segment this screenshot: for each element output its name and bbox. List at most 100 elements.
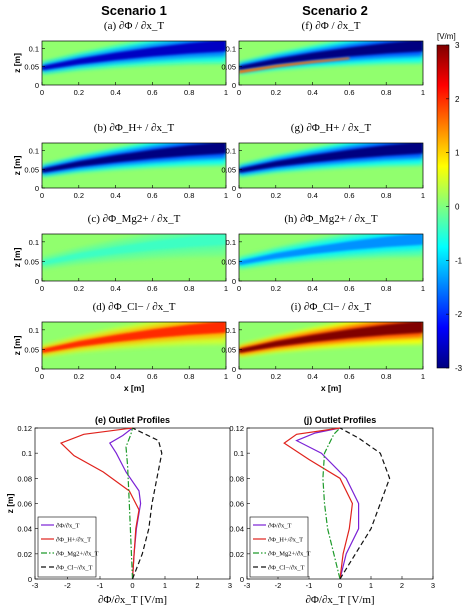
- plume-core: [239, 234, 423, 265]
- y-tick-label: 0.05: [24, 345, 39, 354]
- colorbar-tick-label: -3: [455, 364, 463, 373]
- plume-core: [239, 322, 423, 353]
- x-tick-label: 1: [163, 581, 167, 590]
- x-tick-label: 0.6: [147, 284, 157, 293]
- panel-title: (h) ∂Φ_Mg2+ / ∂x_T: [284, 213, 378, 225]
- x-tick-label: 2: [400, 581, 404, 590]
- y-tick-label: 0: [35, 277, 39, 286]
- x-tick-label: 0.8: [381, 88, 391, 97]
- panel-title: (i) ∂Φ_Cl− / ∂x_T: [291, 301, 372, 313]
- y-axis-label: z [m]: [5, 493, 15, 513]
- y-tick-label: 0.05: [221, 257, 236, 266]
- colorbar: [V/m] 3 2 1 0 -1 -2 -3: [436, 32, 463, 373]
- x-tick-label: 0.2: [271, 88, 281, 97]
- x-tick-label: 1: [224, 284, 228, 293]
- plume-core: [42, 41, 226, 71]
- y-tick-label: 0: [232, 365, 236, 374]
- panel-title: (f) ∂Φ / ∂x_T: [302, 20, 361, 32]
- x-tick-label: 0.2: [74, 372, 84, 381]
- y-tick-label: 0.1: [29, 326, 39, 335]
- y-tick-label: 0.04: [229, 525, 244, 534]
- heatmap-frame: [238, 233, 424, 282]
- heatmap-frame: [238, 321, 424, 370]
- x-tick-label: 1: [369, 581, 373, 590]
- x-tick-label: 0: [338, 581, 342, 590]
- x-tick-label: 0.4: [307, 284, 317, 293]
- line-panel: (j) Outlet Profiles-3 -2 -1 0 1 2 300.020.040.…: [229, 415, 435, 606]
- heatmap-frame: [41, 40, 227, 86]
- x-tick-label: 0.6: [344, 284, 354, 293]
- series-line: [125, 427, 134, 580]
- y-tick-label: 0: [232, 277, 236, 286]
- y-tick-label: 0.04: [17, 525, 32, 534]
- panel-title: (b) ∂Φ_H+ / ∂x_T: [94, 122, 175, 134]
- plume-secondary: [239, 57, 350, 74]
- y-tick-label: 0.08: [229, 474, 244, 483]
- y-tick-label: 0: [240, 575, 244, 584]
- x-tick-label: 1: [421, 191, 425, 200]
- x-tick-label: 1: [421, 284, 425, 293]
- y-tick-label: 0: [232, 81, 236, 90]
- x-tick-label: 1: [224, 88, 228, 97]
- heatmap-frame: [41, 321, 227, 370]
- heatmap-frame: [41, 142, 227, 189]
- y-tick-label: 0: [35, 365, 39, 374]
- x-tick-label: 0: [237, 284, 241, 293]
- column-title-scenario-1: Scenario 1: [101, 3, 167, 18]
- legend-label: ∂Φ/∂x_T: [56, 523, 79, 530]
- y-tick-label: 0.05: [221, 63, 236, 72]
- colorbar-tick-label: -1: [455, 256, 463, 265]
- panel-title: (j) Outlet Profiles: [304, 415, 377, 425]
- heatmap-panel: 0 0.2 0.4 0.6 0.8 100.050.1(f) ∂Φ / ∂x_T: [221, 20, 425, 97]
- legend: ∂Φ/∂x_T ∂Φ_H+/∂x_T ∂Φ_Mg2+/∂x_T ∂Φ_Cl−/∂x_T: [37, 516, 99, 578]
- x-tick-label: 0.2: [74, 88, 84, 97]
- x-tick-label: 0.4: [110, 284, 120, 293]
- x-tick-label: 0: [40, 284, 44, 293]
- x-tick-label: 0.2: [271, 191, 281, 200]
- x-tick-label: 0.8: [381, 372, 391, 381]
- series-line: [283, 427, 354, 580]
- legend-label: ∂Φ_Mg2+/∂x_T: [56, 551, 99, 558]
- y-tick-label: 0.1: [29, 147, 39, 156]
- legend-label: ∂Φ_H+/∂x_T: [56, 537, 91, 544]
- y-axis-label: z [m]: [12, 247, 22, 267]
- x-tick-label: 0: [40, 88, 44, 97]
- x-tick-label: 0.6: [344, 191, 354, 200]
- x-tick-label: 1: [224, 191, 228, 200]
- y-axis-label: z [m]: [12, 53, 22, 73]
- plume-core: [42, 234, 226, 265]
- y-axis-label: z [m]: [12, 335, 22, 355]
- legend-box: [37, 516, 97, 578]
- x-tick-label: 0.2: [74, 284, 84, 293]
- x-tick-label: 0.2: [271, 284, 281, 293]
- y-tick-label: 0: [35, 184, 39, 193]
- outlet-profile-panels: (e) Outlet Profiles-3 -2 -1 0 1 2 300.020.040.…: [5, 415, 435, 606]
- x-tick-label: 0.6: [147, 88, 157, 97]
- x-tick-label: 0.4: [307, 191, 317, 200]
- x-tick-label: 0.6: [147, 191, 157, 200]
- heatmap-panels: 0 0.2 0.4 0.6 0.8 100.050.1z [m](a) ∂Φ / ∂x_T…: [12, 20, 425, 393]
- y-tick-label: 0.1: [29, 44, 39, 53]
- series-line: [322, 427, 341, 580]
- heatmap-panel: 0 0.2 0.4 0.6 0.8 1 0 0.05 0.1 z [m] (c) ∂Φ_Mg2+ /…: [12, 213, 228, 293]
- y-tick-label: 0.05: [24, 257, 39, 266]
- y-tick-label: 0.02: [229, 550, 244, 559]
- heatmap-frame: [238, 142, 424, 189]
- heatmap-panel: 0 0.2 0.4 0.6 0.8 1 0 0.05 0.1 z [m] (a) ∂Φ / ∂x_T: [12, 20, 228, 97]
- x-tick-label: 0.6: [344, 372, 354, 381]
- x-tick-label: 0.8: [184, 88, 194, 97]
- y-tick-label: 0.1: [234, 449, 244, 458]
- heatmap-panel: 0 0.2 0.4 0.6 0.8 100.050.1x [m](i) ∂Φ_Cl− / …: [221, 301, 425, 393]
- y-tick-label: 0.1: [226, 147, 236, 156]
- series-line: [59, 427, 140, 580]
- y-tick-label: 0.1: [226, 326, 236, 335]
- y-tick-label: 0.06: [17, 500, 32, 509]
- plume-core: [42, 143, 226, 173]
- colorbar-tick-label: 1: [455, 149, 460, 158]
- heatmap-panel: 0 0.2 0.4 0.6 0.8 1 0 0.05 0.1 z [m] (b) ∂Φ_H+ / ∂…: [12, 122, 228, 200]
- x-tick-label: 0.2: [74, 191, 84, 200]
- y-tick-label: 0: [35, 81, 39, 90]
- x-tick-label: 3: [431, 581, 435, 590]
- x-axis-label: x [m]: [321, 383, 341, 393]
